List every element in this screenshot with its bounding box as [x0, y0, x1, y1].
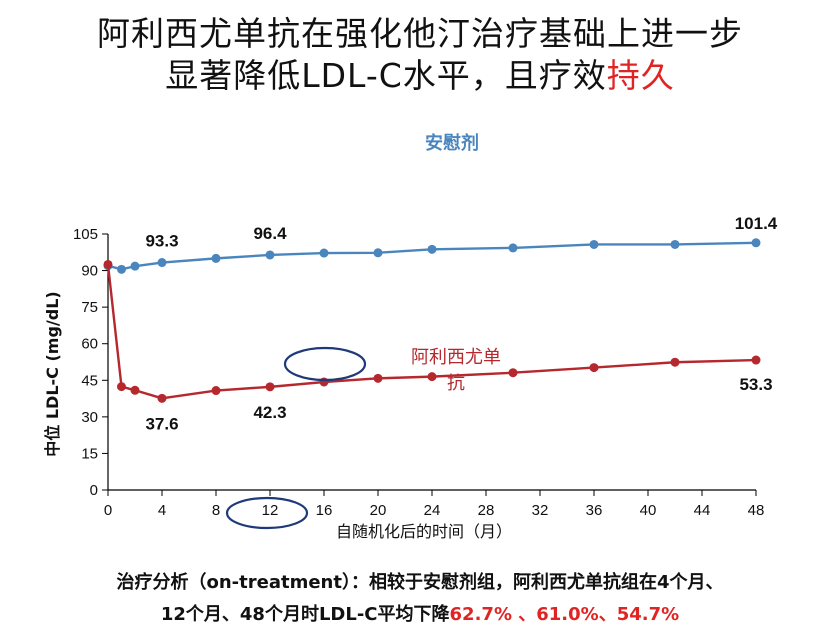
data-label: 96.4: [253, 224, 287, 243]
series-0-point: [319, 248, 329, 258]
series-0-point: [589, 239, 599, 249]
series-0-point: [373, 248, 383, 258]
y-tick-label: 45: [81, 372, 98, 389]
footer-line2: 12个月、48个月时LDL-C平均下降62.7% 、61.0%、54.7%: [0, 602, 840, 628]
series-1-point: [103, 259, 113, 269]
series-0-point: [670, 239, 680, 249]
series-1-point: [157, 393, 167, 403]
series-1-point: [508, 368, 518, 378]
x-tick-label: 32: [532, 502, 549, 519]
x-tick-label: 48: [748, 502, 765, 519]
series-0-point: [157, 258, 167, 268]
x-tick-label: 12: [262, 502, 279, 519]
series-1-point: [427, 372, 437, 382]
series-0-point: [265, 250, 275, 260]
data-label: 101.4: [735, 214, 778, 233]
series-1-point: [130, 385, 140, 395]
footer-line2-text: 12个月、48个月时LDL-C平均下降: [160, 604, 450, 625]
x-tick-label: 40: [640, 502, 657, 519]
y-tick-label: 0: [90, 482, 98, 499]
highlight-ellipse-16m: [283, 346, 367, 382]
series-1-point: [751, 355, 761, 365]
x-tick-label: 8: [212, 502, 220, 519]
x-tick-label: 44: [694, 502, 711, 519]
series-label-alirocumab-line1: 阿利西尤单: [411, 347, 501, 368]
series-label-alirocumab-line2: 抗: [447, 373, 465, 394]
y-tick-label: 90: [81, 263, 98, 280]
data-label: 53.3: [739, 375, 772, 394]
x-tick-label: 4: [158, 502, 166, 519]
slide-title-line1: 阿利西尤单抗在强化他汀治疗基础上进一步: [0, 14, 840, 54]
x-tick-label: 36: [586, 502, 603, 519]
series-1-point: [589, 363, 599, 373]
series-0-point: [508, 243, 518, 253]
x-tick-label: 28: [478, 502, 495, 519]
title-line1-text: 阿利西尤单抗在强化他汀治疗基础上进一步: [97, 14, 743, 53]
series-0-point: [751, 238, 761, 248]
data-label: 42.3: [253, 403, 286, 422]
x-tick-label: 24: [424, 502, 441, 519]
series-1-point: [211, 386, 221, 396]
y-tick-label: 105: [73, 226, 98, 243]
series-label-placebo: 安慰剂: [425, 132, 479, 154]
footer-line1: 治疗分析（on-treatment）：相较于安慰剂组，阿利西尤单抗组在4个月、: [0, 570, 840, 596]
data-label: 37.6: [145, 414, 178, 433]
y-tick-label: 30: [81, 409, 98, 426]
x-axis-title: 自随机化后的时间（月）: [336, 522, 512, 541]
y-tick-label: 75: [81, 299, 98, 316]
highlight-ellipse-12m-tick: [225, 496, 309, 530]
title-accent-text: 持久: [606, 56, 675, 95]
series-0-point: [117, 264, 126, 274]
x-tick-label: 16: [316, 502, 333, 519]
series-0-point: [130, 261, 140, 271]
y-axis-title: 中位 LDL-C (mg/dL): [43, 291, 62, 456]
footer-line1-text: 治疗分析（on-treatment）：相较于安慰剂组，阿利西尤单抗组在4个月、: [116, 572, 724, 593]
series-0-point: [211, 253, 221, 263]
x-tick-label: 0: [104, 502, 112, 519]
series-1-point: [117, 382, 126, 392]
data-label: 93.3: [145, 232, 178, 251]
title-line2-text: 显著降低LDL-C水平，且疗效: [165, 56, 607, 95]
x-tick-label: 20: [370, 502, 387, 519]
series-1-point: [670, 357, 680, 367]
y-tick-label: 60: [81, 336, 98, 353]
series-1-point: [265, 382, 275, 392]
footer-reduction-values: 62.7% 、61.0%、54.7%: [449, 604, 680, 625]
y-tick-label: 15: [81, 445, 98, 462]
series-0-point: [427, 244, 437, 254]
series-1-point: [373, 373, 383, 383]
slide-title-line2: 显著降低LDL-C水平，且疗效持久: [0, 56, 840, 96]
